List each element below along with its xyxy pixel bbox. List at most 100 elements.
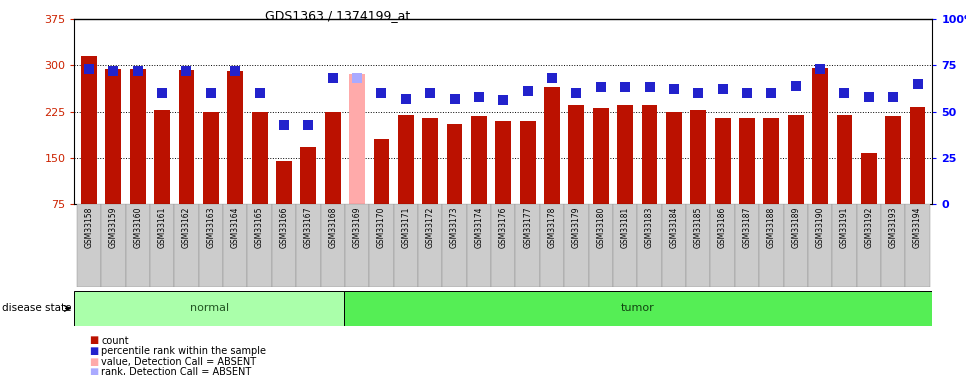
Bar <box>540 204 564 287</box>
Text: GSM33187: GSM33187 <box>743 207 752 248</box>
Text: GSM33177: GSM33177 <box>524 207 532 248</box>
Bar <box>446 124 463 204</box>
Bar <box>759 204 783 287</box>
Point <box>81 66 97 72</box>
Point <box>105 68 121 74</box>
Text: GSM33163: GSM33163 <box>207 207 215 248</box>
Text: GSM33173: GSM33173 <box>450 207 459 248</box>
Bar <box>641 105 658 204</box>
Text: GSM33166: GSM33166 <box>279 207 289 248</box>
Point <box>593 84 609 90</box>
Bar <box>808 204 833 287</box>
Bar <box>516 204 540 287</box>
Text: ■: ■ <box>89 336 99 345</box>
Point <box>350 75 365 81</box>
Point <box>617 84 633 90</box>
Bar <box>276 161 292 204</box>
Text: GDS1363 / 1374199_at: GDS1363 / 1374199_at <box>266 9 411 22</box>
Bar <box>369 204 393 287</box>
Point <box>447 96 463 102</box>
Bar <box>252 112 268 204</box>
Text: GSM33158: GSM33158 <box>84 207 94 248</box>
Point <box>252 90 268 96</box>
Text: GSM33184: GSM33184 <box>669 207 678 248</box>
Bar <box>885 116 901 204</box>
Text: tumor: tumor <box>621 303 655 313</box>
Bar <box>349 74 365 204</box>
Bar <box>179 70 194 204</box>
Bar <box>491 204 516 287</box>
Point <box>496 98 511 104</box>
Text: GSM33164: GSM33164 <box>231 207 240 248</box>
Point <box>837 90 852 96</box>
Bar <box>833 204 857 287</box>
Text: GSM33160: GSM33160 <box>133 207 142 248</box>
Bar <box>467 204 491 287</box>
Point <box>569 90 584 96</box>
Bar <box>321 204 345 287</box>
Bar <box>715 118 730 204</box>
Bar <box>666 112 682 204</box>
Text: GSM33183: GSM33183 <box>645 207 654 248</box>
Text: GSM33165: GSM33165 <box>255 207 264 248</box>
Point <box>203 90 218 96</box>
Bar <box>398 115 413 204</box>
Bar <box>686 204 710 287</box>
Point <box>886 94 901 100</box>
Point <box>374 90 389 96</box>
Text: normal: normal <box>189 303 229 313</box>
Bar <box>783 204 808 287</box>
Bar <box>393 204 418 287</box>
Bar <box>155 110 170 204</box>
Bar <box>564 204 588 287</box>
Text: GSM33167: GSM33167 <box>304 207 313 248</box>
Text: GSM33191: GSM33191 <box>840 207 849 248</box>
Bar <box>471 116 487 204</box>
Text: GSM33180: GSM33180 <box>596 207 606 248</box>
Bar <box>910 107 925 204</box>
Bar <box>129 69 146 204</box>
Bar <box>442 204 467 287</box>
Point <box>300 122 316 128</box>
Text: GSM33178: GSM33178 <box>548 207 556 248</box>
Text: GSM33172: GSM33172 <box>426 207 435 248</box>
Text: GSM33181: GSM33181 <box>620 207 630 248</box>
Text: value, Detection Call = ABSENT: value, Detection Call = ABSENT <box>101 357 257 366</box>
Bar <box>101 204 126 287</box>
Point <box>715 86 730 92</box>
Bar <box>150 204 174 287</box>
Bar <box>74 291 344 326</box>
Point <box>739 90 754 96</box>
Text: GSM33185: GSM33185 <box>694 207 702 248</box>
Bar <box>739 118 754 204</box>
Bar <box>105 69 122 204</box>
Bar <box>199 204 223 287</box>
Text: GSM33168: GSM33168 <box>328 207 337 248</box>
Text: GSM33194: GSM33194 <box>913 207 923 248</box>
Point <box>228 68 243 74</box>
Bar <box>247 204 271 287</box>
Bar <box>588 204 613 287</box>
Text: GSM33174: GSM33174 <box>474 207 483 248</box>
Text: GSM33188: GSM33188 <box>767 207 776 248</box>
Point <box>812 66 828 72</box>
Text: ■: ■ <box>89 367 99 375</box>
Bar <box>520 121 535 204</box>
Text: GSM33162: GSM33162 <box>182 207 191 248</box>
Bar <box>345 204 369 287</box>
Point <box>179 68 194 74</box>
Bar <box>617 105 633 204</box>
Text: disease state: disease state <box>2 303 71 313</box>
Bar <box>126 204 150 287</box>
Text: GSM33161: GSM33161 <box>157 207 166 248</box>
Text: GSM33170: GSM33170 <box>377 207 386 248</box>
Point <box>788 82 804 88</box>
Bar <box>568 105 584 204</box>
Text: GSM33189: GSM33189 <box>791 207 800 248</box>
Point <box>520 88 535 94</box>
Text: GSM33171: GSM33171 <box>401 207 411 248</box>
Point <box>910 81 925 87</box>
Text: GSM33193: GSM33193 <box>889 207 897 248</box>
Point <box>667 86 682 92</box>
Bar <box>297 204 321 287</box>
